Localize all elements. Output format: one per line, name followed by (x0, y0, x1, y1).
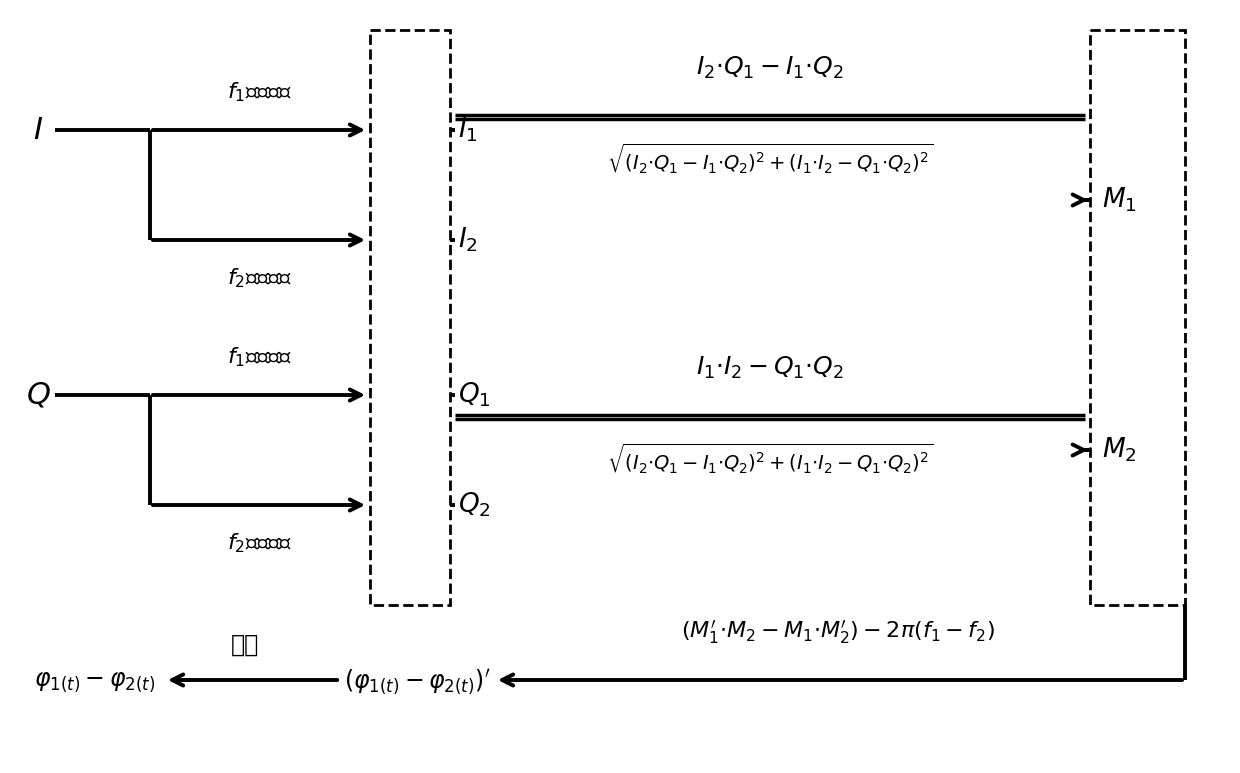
Text: $Q_1$: $Q_1$ (458, 381, 491, 409)
Text: $I$: $I$ (33, 115, 43, 145)
Text: 积分: 积分 (231, 633, 259, 657)
Text: $M_2$: $M_2$ (1102, 436, 1137, 465)
Text: $f_1$带通滤波: $f_1$带通滤波 (227, 80, 293, 104)
Text: $I_2$: $I_2$ (458, 226, 477, 254)
Text: $\sqrt{(I_2{\cdot}Q_1-I_1{\cdot}Q_2)^2+(I_1{\cdot}I_2-Q_1{\cdot}Q_2)^2}$: $\sqrt{(I_2{\cdot}Q_1-I_1{\cdot}Q_2)^2+(… (606, 141, 934, 175)
Text: $\sqrt{(I_2{\cdot}Q_1-I_1{\cdot}Q_2)^2+(I_1{\cdot}I_2-Q_1{\cdot}Q_2)^2}$: $\sqrt{(I_2{\cdot}Q_1-I_1{\cdot}Q_2)^2+(… (606, 441, 934, 475)
Text: $M_1$: $M_1$ (1102, 186, 1137, 214)
Text: $f_2$带通滤波: $f_2$带通滤波 (227, 266, 293, 290)
Text: $f_1$带通滤波: $f_1$带通滤波 (227, 346, 293, 369)
Text: $f_2$带通滤波: $f_2$带通滤波 (227, 531, 293, 555)
Text: $I_1$: $I_1$ (458, 116, 477, 145)
Text: $I_2{\cdot}Q_1-I_1{\cdot}Q_2$: $I_2{\cdot}Q_1-I_1{\cdot}Q_2$ (696, 55, 843, 81)
Text: $I_1{\cdot}I_2-Q_1{\cdot}Q_2$: $I_1{\cdot}I_2-Q_1{\cdot}Q_2$ (696, 355, 843, 381)
Text: $\varphi_{1(t)}-\varphi_{2(t)}$: $\varphi_{1(t)}-\varphi_{2(t)}$ (33, 670, 155, 694)
Text: $Q_2$: $Q_2$ (458, 491, 491, 519)
Text: $(M_1^{\prime}{\cdot}M_2-M_1{\cdot}M_2^{\prime})-2\pi(f_1-f_2)$: $(M_1^{\prime}{\cdot}M_2-M_1{\cdot}M_2^{… (681, 618, 994, 645)
Text: $Q$: $Q$ (26, 380, 51, 410)
Bar (1090, 30, 1185, 605)
Bar (370, 30, 450, 605)
Text: $(\varphi_{1(t)}-\varphi_{2(t)})^{\prime}$: $(\varphi_{1(t)}-\varphi_{2(t)})^{\prime… (343, 668, 490, 696)
